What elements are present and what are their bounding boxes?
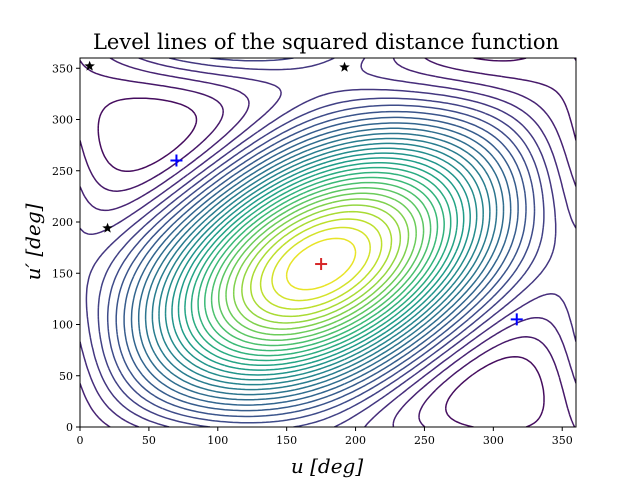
contour-level-27: [250, 210, 393, 318]
contour-level-15: [164, 147, 478, 381]
x-tick-label: 350: [552, 434, 573, 447]
x-tick-label: 250: [414, 434, 435, 447]
x-axis: 0 50 100 150 200 250 300 350: [77, 427, 573, 447]
contour-level-17: [177, 157, 465, 371]
contour-level-3: [80, 58, 576, 427]
chart-title: Level lines of the squared distance func…: [93, 30, 559, 54]
x-tick-label: 300: [483, 434, 504, 447]
local-minimum-marker: [170, 154, 183, 167]
y-tick-label: 50: [59, 370, 73, 383]
contour-level-29: [271, 226, 371, 302]
contour-level-19: [190, 166, 452, 362]
contour-level-28: [259, 218, 383, 310]
contour-level-4: [80, 58, 576, 427]
contour-level-26: [241, 204, 402, 324]
contour-level-12: [144, 132, 498, 396]
contour-level-21: [204, 176, 439, 352]
x-tick-label: 100: [207, 434, 228, 447]
maximum-marker: [315, 258, 328, 271]
y-tick-label: 150: [52, 267, 73, 280]
contour-level-8: [115, 110, 527, 418]
contour-level-23: [217, 187, 425, 341]
contour-level-24: [225, 192, 417, 336]
x-tick-label: 200: [345, 434, 366, 447]
saddle-marker: [102, 222, 113, 233]
contour-level-2: [80, 58, 576, 427]
y-tick-label: 200: [52, 216, 73, 229]
contour-level-13: [151, 137, 491, 391]
y-tick-label: 250: [52, 165, 73, 178]
contour-level-11: [137, 127, 505, 401]
saddle-marker: [339, 61, 350, 72]
x-tick-label: 0: [77, 434, 84, 447]
y-tick-label: 300: [52, 114, 73, 127]
x-tick-label: 150: [276, 434, 297, 447]
x-axis-label: u [deg]: [291, 454, 363, 478]
contour-level-16: [171, 152, 471, 376]
contour-level-22: [210, 181, 432, 347]
contour-level-1: [97, 58, 545, 427]
y-axis-label: u′ [deg]: [21, 203, 45, 280]
y-tick-label: 350: [52, 62, 73, 75]
plot-frame: [79, 57, 577, 428]
contour-level-20: [197, 171, 445, 357]
contour-lines: [80, 58, 576, 427]
contour-level-7: [106, 104, 536, 424]
contour-level-9: [123, 116, 519, 412]
contour-level-5: [85, 58, 557, 427]
critical-point-markers: [84, 60, 523, 326]
saddle-marker: [84, 60, 95, 71]
contour-level-6: [97, 58, 545, 427]
local-minimum-marker: [510, 313, 523, 326]
contour-level-25: [232, 198, 410, 330]
contour-level-30: [285, 237, 357, 291]
x-tick-label: 50: [142, 434, 156, 447]
y-tick-label: 0: [66, 421, 73, 434]
y-axis: 0 50 100 150 200 250 300 350: [52, 62, 80, 434]
contour-level-14: [158, 142, 484, 386]
contour-level-10: [130, 122, 512, 406]
y-tick-label: 100: [52, 319, 73, 332]
contour-level-18: [184, 161, 459, 367]
